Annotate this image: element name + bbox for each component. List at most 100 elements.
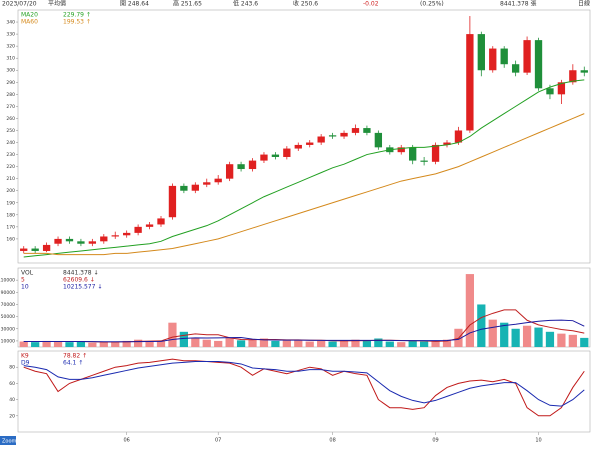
- candle-body: [157, 218, 165, 225]
- y-tick-label: 40: [9, 397, 15, 403]
- legend-name: 5: [21, 277, 25, 284]
- candle-body: [77, 241, 85, 244]
- x-tick-label: 06: [123, 438, 129, 444]
- candle-body: [54, 238, 62, 244]
- candle-body: [88, 241, 97, 244]
- volume-bar: [397, 342, 406, 347]
- y-tick-label: 60: [9, 381, 15, 387]
- y-tick-label: 210: [6, 176, 15, 182]
- volume-bar: [522, 325, 532, 347]
- header-item: 日線: [578, 0, 590, 8]
- volume-bar: [465, 274, 474, 347]
- volume-bar: [282, 339, 291, 347]
- candle-body: [294, 144, 302, 149]
- candle-body: [180, 185, 188, 191]
- header-item: 收 250.6: [293, 0, 318, 8]
- volume-bar: [488, 319, 497, 347]
- candle-body: [557, 82, 566, 95]
- volume-bar: [557, 333, 566, 347]
- volume-bar: [19, 341, 28, 347]
- volume-bar: [145, 341, 154, 347]
- y-tick-label: 90000: [1, 290, 15, 296]
- x-tick-label: 09: [432, 438, 438, 444]
- candle-body: [123, 232, 131, 236]
- legend-value: 10215.577 ↓: [63, 284, 102, 291]
- volume-bar: [408, 340, 417, 347]
- panel-title: VOL: [21, 270, 34, 277]
- candle-body: [214, 178, 222, 183]
- candle-body: [546, 88, 554, 95]
- y-tick-label: 300: [6, 68, 15, 74]
- candle-body: [100, 236, 108, 242]
- y-tick-label: 180: [6, 212, 15, 218]
- volume-bar: [420, 341, 429, 347]
- y-tick-label: 340: [6, 20, 15, 26]
- candle-body: [374, 132, 383, 148]
- candle-body: [477, 34, 485, 71]
- volume-bar: [53, 341, 63, 347]
- zoom-button[interactable]: [0, 436, 16, 445]
- candle-body: [168, 185, 177, 218]
- y-tick-label: 70000: [1, 302, 15, 308]
- y-tick-label: 280: [6, 92, 15, 98]
- candle-body: [340, 132, 348, 137]
- candle-body: [65, 238, 74, 242]
- header-item: 8441.378 張: [500, 1, 537, 8]
- candle-body: [328, 135, 337, 137]
- volume-bar: [76, 341, 86, 347]
- candle-body: [489, 48, 497, 71]
- volume-bar: [374, 338, 383, 347]
- volume-bar: [191, 338, 200, 347]
- y-tick-label: 260: [6, 116, 15, 122]
- volume-bar: [225, 337, 234, 347]
- y-tick-label: 240: [6, 140, 15, 146]
- legend-value: 62609.6 ↓: [63, 277, 95, 284]
- indicator-line: [23, 358, 585, 417]
- y-tick-label: 250: [6, 128, 15, 134]
- candle-body: [237, 164, 245, 170]
- y-tick-label: 200: [6, 188, 15, 194]
- volume-bar: [305, 341, 314, 347]
- candle-body: [420, 160, 428, 162]
- candle-body: [523, 40, 531, 73]
- y-tick-label: 220: [6, 164, 15, 170]
- volume-bar: [500, 322, 509, 347]
- y-tick-label: 310: [6, 56, 15, 62]
- candle-body: [145, 224, 154, 227]
- indicator-line: [23, 113, 585, 256]
- volume-bar: [156, 340, 166, 347]
- candle-body: [20, 248, 28, 251]
- panel-frame: [17, 350, 591, 433]
- y-tick-label: 330: [6, 32, 15, 38]
- panel-title-value: 8441.378 ↓: [63, 270, 99, 277]
- volume-bar: [31, 342, 40, 347]
- volume-bar: [339, 340, 349, 347]
- indicator-line: [23, 361, 585, 407]
- volume-bar: [431, 340, 440, 347]
- y-tick-label: 190: [6, 200, 15, 206]
- volume-bar: [351, 339, 360, 347]
- legend-name: MA20: [21, 12, 38, 19]
- zoom-label[interactable]: Zoom: [2, 439, 17, 445]
- legend-value: 229.79 ↑: [63, 12, 91, 19]
- volume-bar: [42, 340, 51, 347]
- volume-bar: [248, 339, 257, 347]
- legend-value: 78.82 ↑: [63, 353, 87, 360]
- volume-bar: [99, 342, 108, 347]
- volume-bar: [134, 339, 143, 347]
- volume-bar: [534, 327, 543, 347]
- volume-bar: [511, 328, 520, 347]
- candle-body: [42, 244, 51, 251]
- candle-body: [260, 154, 268, 161]
- volume-bar: [111, 341, 120, 347]
- candle-body: [31, 248, 39, 251]
- volume-bar: [271, 340, 280, 347]
- legend-name: 10: [21, 284, 29, 291]
- candle-body: [511, 64, 520, 73]
- y-tick-label: 50000: [1, 314, 15, 320]
- y-tick-label: 170: [6, 224, 15, 230]
- candle-body: [351, 128, 360, 133]
- header-item: 低 243.6: [233, 0, 258, 8]
